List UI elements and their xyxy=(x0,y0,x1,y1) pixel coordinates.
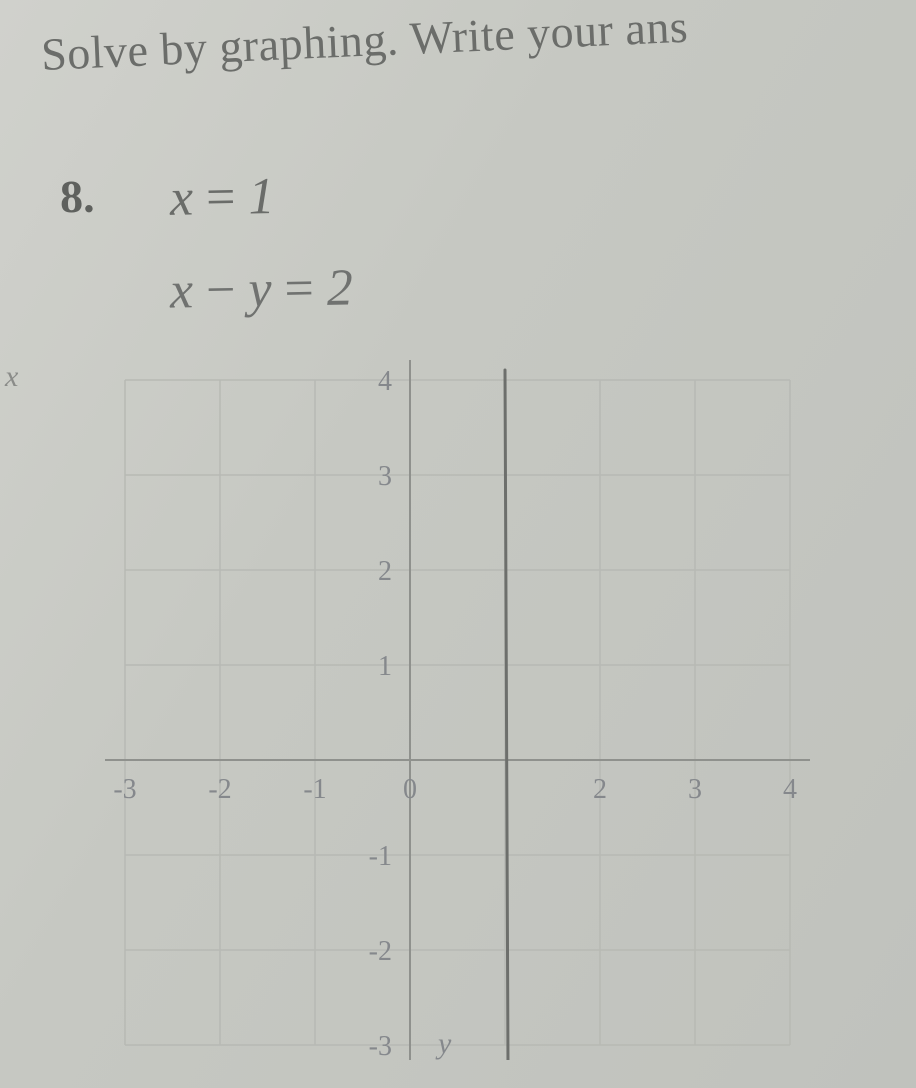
x-axis-letter: x xyxy=(5,360,18,394)
equation-2: x − y = 2 xyxy=(169,258,353,320)
x-tick-label: -1 xyxy=(303,774,326,805)
y-tick-label: 4 xyxy=(378,366,392,397)
x-tick-label: -2 xyxy=(208,774,231,805)
x-tick-label: 3 xyxy=(688,774,702,805)
eq1-lhs: x xyxy=(170,170,194,227)
minus-sign: − xyxy=(206,261,236,319)
minus-icon: − xyxy=(206,261,249,319)
eq1-rhs: 1 xyxy=(248,168,275,225)
equation-1: x = 1 xyxy=(169,167,274,228)
eq2-var-b: y xyxy=(248,261,272,318)
equals-icon: = xyxy=(206,169,249,227)
y-tick-label: 3 xyxy=(378,461,392,492)
problem-number: 8. xyxy=(60,170,95,224)
grid-svg: -3 -2 -1 0 2 3 4 1 2 3 4 -1 -2 -3 y xyxy=(30,360,850,1060)
x-tick-label: 0 xyxy=(403,774,417,805)
y-tick-label: 1 xyxy=(378,651,392,682)
instruction-text: Solve by graphing. Write your ans xyxy=(40,0,911,81)
page: Solve by graphing. Write your ans 8. x =… xyxy=(0,0,916,1088)
coordinate-grid: -3 -2 -1 0 2 3 4 1 2 3 4 -1 -2 -3 y xyxy=(30,360,850,1060)
y-tick-label: 2 xyxy=(378,556,392,587)
equals-icon: = xyxy=(284,260,327,318)
y-tick-label: -3 xyxy=(369,1031,392,1060)
y-tick-label: -2 xyxy=(369,936,392,967)
y-axis-letter: y xyxy=(435,1027,452,1060)
eq2-rhs: 2 xyxy=(326,259,353,316)
x-tick-label: 2 xyxy=(593,774,607,805)
x-tick-label: -3 xyxy=(113,774,136,805)
x-tick-label: 4 xyxy=(783,774,797,805)
eq2-var-a: x xyxy=(170,262,194,319)
y-tick-label: -1 xyxy=(369,841,392,872)
